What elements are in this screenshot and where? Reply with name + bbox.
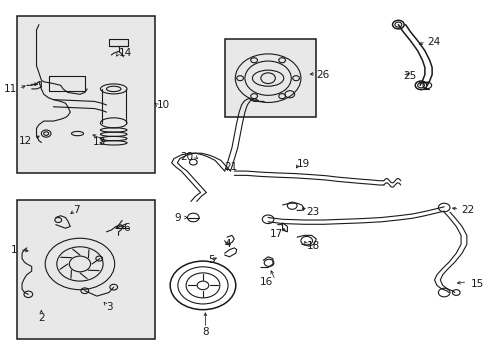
Text: 2: 2 bbox=[38, 312, 44, 323]
Text: 22: 22 bbox=[460, 205, 473, 215]
Text: 4: 4 bbox=[224, 239, 231, 249]
Bar bbox=[17, 200, 154, 339]
Text: 25: 25 bbox=[403, 71, 416, 81]
Text: 9: 9 bbox=[174, 212, 181, 222]
Text: 6: 6 bbox=[123, 223, 130, 233]
Text: 24: 24 bbox=[427, 37, 440, 48]
Text: 14: 14 bbox=[118, 48, 132, 58]
Text: 26: 26 bbox=[316, 69, 329, 80]
Text: 5: 5 bbox=[207, 255, 214, 265]
Text: 17: 17 bbox=[269, 229, 282, 239]
Text: 23: 23 bbox=[306, 207, 319, 217]
Text: 7: 7 bbox=[73, 205, 79, 215]
Text: 20: 20 bbox=[180, 152, 193, 162]
Text: 3: 3 bbox=[106, 302, 113, 312]
Text: 12: 12 bbox=[19, 136, 32, 146]
Text: 19: 19 bbox=[296, 159, 310, 169]
Text: 21: 21 bbox=[224, 162, 238, 172]
Text: 18: 18 bbox=[306, 241, 319, 251]
Text: 15: 15 bbox=[470, 279, 483, 289]
Bar bbox=[224, 39, 316, 117]
Text: 11: 11 bbox=[4, 84, 17, 94]
Text: 16: 16 bbox=[259, 277, 272, 287]
Text: 8: 8 bbox=[202, 327, 208, 337]
Text: 13: 13 bbox=[93, 138, 106, 148]
Text: 1: 1 bbox=[11, 245, 17, 255]
Text: 10: 10 bbox=[157, 100, 170, 110]
Bar bbox=[17, 16, 154, 173]
